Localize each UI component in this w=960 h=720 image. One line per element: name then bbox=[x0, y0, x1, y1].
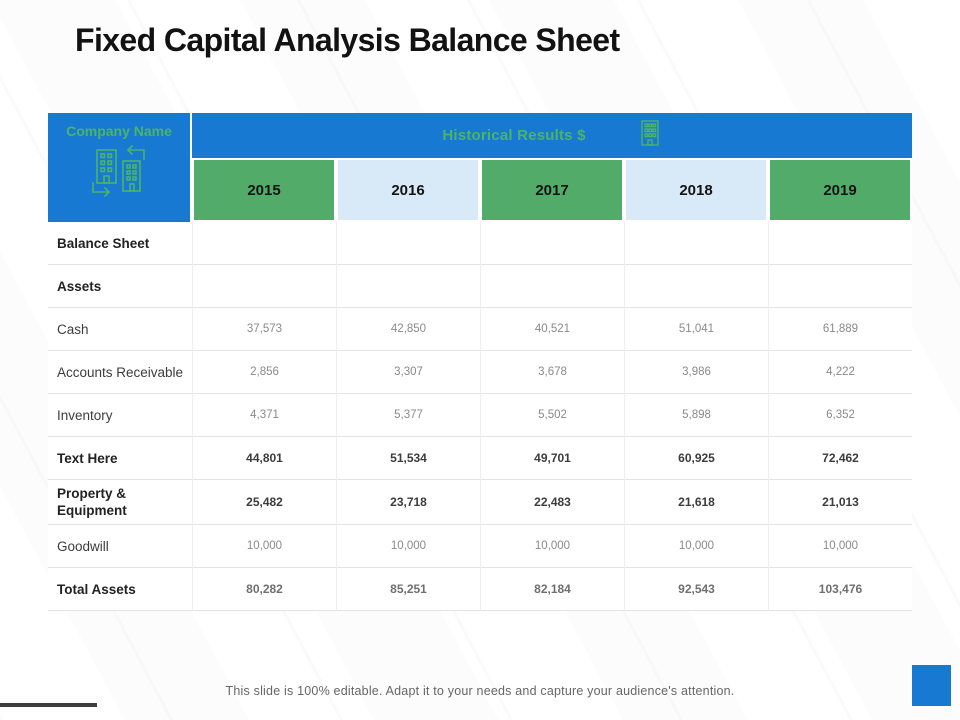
row-label: Cash bbox=[48, 308, 192, 351]
cell-value: 37,573 bbox=[192, 308, 336, 351]
cell-value: 5,502 bbox=[480, 394, 624, 437]
cell-value bbox=[336, 265, 480, 308]
cell-value: 10,000 bbox=[768, 525, 912, 568]
year-header-2019: 2019 bbox=[768, 158, 912, 222]
company-name-header-cell: Company Name bbox=[48, 113, 192, 222]
cell-value bbox=[624, 222, 768, 265]
row-label: Total Assets bbox=[48, 568, 192, 611]
table-row: Inventory 4,371 5,377 5,502 5,898 6,352 bbox=[48, 394, 912, 437]
historical-results-label: Historical Results $ bbox=[442, 127, 586, 144]
cell-value: 49,701 bbox=[480, 437, 624, 480]
table-row: Total Assets 80,282 85,251 82,184 92,543 103,… bbox=[48, 568, 912, 611]
cell-value: 61,889 bbox=[768, 308, 912, 351]
cell-value: 51,534 bbox=[336, 437, 480, 480]
cell-value: 72,462 bbox=[768, 437, 912, 480]
cell-value: 80,282 bbox=[192, 568, 336, 611]
row-label: Accounts Receivable bbox=[48, 351, 192, 394]
cell-value bbox=[624, 265, 768, 308]
cell-value: 82,184 bbox=[480, 568, 624, 611]
row-label: Inventory bbox=[48, 394, 192, 437]
cell-value: 60,925 bbox=[624, 437, 768, 480]
cell-value: 5,377 bbox=[336, 394, 480, 437]
table-body: Balance Sheet Assets Cash 37,573 42,850 40,52… bbox=[48, 222, 912, 611]
cell-value: 4,371 bbox=[192, 394, 336, 437]
footer-note: This slide is 100% editable. Adapt it to… bbox=[225, 684, 735, 698]
year-header-row: 2015 2016 2017 2018 2019 bbox=[48, 158, 912, 222]
cell-value: 3,986 bbox=[624, 351, 768, 394]
balance-sheet-table: Company Name bbox=[48, 113, 912, 611]
cell-value: 5,898 bbox=[624, 394, 768, 437]
cell-value: 10,000 bbox=[336, 525, 480, 568]
row-label: Assets bbox=[48, 265, 192, 308]
row-label: Property & Equipment bbox=[48, 480, 192, 525]
company-name-label: Company Name bbox=[66, 123, 172, 139]
table-row: Accounts Receivable 2,856 3,307 3,678 3,986 4… bbox=[48, 351, 912, 394]
cell-value: 10,000 bbox=[624, 525, 768, 568]
table-row: Balance Sheet bbox=[48, 222, 912, 265]
building-icon bbox=[586, 119, 662, 152]
cell-value: 10,000 bbox=[480, 525, 624, 568]
year-header-2017: 2017 bbox=[480, 158, 624, 222]
corner-decorative-line bbox=[0, 703, 97, 707]
cell-value: 103,476 bbox=[768, 568, 912, 611]
corner-accent-square bbox=[912, 665, 951, 706]
cell-value bbox=[192, 222, 336, 265]
buildings-transfer-icon bbox=[90, 145, 148, 201]
historical-results-header-cell: Historical Results $ bbox=[192, 113, 912, 158]
balance-sheet-table-container: Company Name bbox=[48, 113, 912, 611]
table-row: Assets bbox=[48, 265, 912, 308]
cell-value: 51,041 bbox=[624, 308, 768, 351]
year-header-2016: 2016 bbox=[336, 158, 480, 222]
cell-value bbox=[480, 265, 624, 308]
table-row: Cash 37,573 42,850 40,521 51,041 61,889 bbox=[48, 308, 912, 351]
table-row: Property & Equipment 25,482 23,718 22,483 21… bbox=[48, 480, 912, 525]
cell-value: 21,013 bbox=[768, 480, 912, 525]
cell-value: 3,678 bbox=[480, 351, 624, 394]
table-row: Goodwill 10,000 10,000 10,000 10,000 10,000 bbox=[48, 525, 912, 568]
cell-value bbox=[480, 222, 624, 265]
cell-value: 25,482 bbox=[192, 480, 336, 525]
cell-value: 3,307 bbox=[336, 351, 480, 394]
row-label: Balance Sheet bbox=[48, 222, 192, 265]
cell-value bbox=[192, 265, 336, 308]
cell-value: 92,543 bbox=[624, 568, 768, 611]
cell-value: 6,352 bbox=[768, 394, 912, 437]
year-header-2018: 2018 bbox=[624, 158, 768, 222]
cell-value: 21,618 bbox=[624, 480, 768, 525]
cell-value: 40,521 bbox=[480, 308, 624, 351]
cell-value: 2,856 bbox=[192, 351, 336, 394]
cell-value: 44,801 bbox=[192, 437, 336, 480]
row-label: Text Here bbox=[48, 437, 192, 480]
cell-value bbox=[768, 265, 912, 308]
page-title: Fixed Capital Analysis Balance Sheet bbox=[75, 22, 620, 58]
cell-value: 23,718 bbox=[336, 480, 480, 525]
cell-value: 22,483 bbox=[480, 480, 624, 525]
year-header-2015: 2015 bbox=[192, 158, 336, 222]
cell-value: 10,000 bbox=[192, 525, 336, 568]
cell-value: 4,222 bbox=[768, 351, 912, 394]
table-row: Text Here 44,801 51,534 49,701 60,925 72,462 bbox=[48, 437, 912, 480]
cell-value bbox=[768, 222, 912, 265]
cell-value: 42,850 bbox=[336, 308, 480, 351]
row-label: Goodwill bbox=[48, 525, 192, 568]
cell-value: 85,251 bbox=[336, 568, 480, 611]
cell-value bbox=[336, 222, 480, 265]
